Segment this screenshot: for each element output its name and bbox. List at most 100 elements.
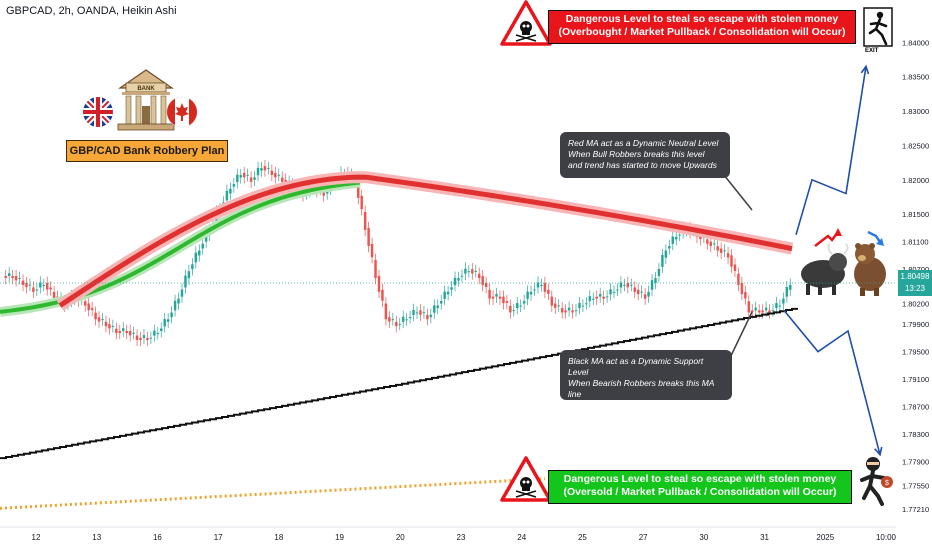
note-red-line3: and trend has started to move Upwards — [568, 160, 717, 170]
candle-body — [94, 312, 97, 320]
candle-body — [422, 312, 426, 314]
candle-body — [612, 291, 616, 293]
note-red-line1: Red MA act as a Dynamic Neutral Level — [568, 138, 719, 148]
candle-body — [450, 287, 453, 290]
candle-body — [322, 191, 325, 196]
candle-body — [453, 277, 457, 286]
note-black-line2: When Bearish Robbers breaks this MA line — [568, 378, 715, 399]
x-tick-label: 31 — [760, 533, 769, 542]
candle-body — [647, 291, 650, 297]
symbol-title: GBPCAD, 2h, OANDA, Heikin Ashi — [6, 5, 177, 17]
bank-icon: BANK — [117, 69, 175, 131]
candle-body — [678, 234, 681, 236]
x-tick-label: 17 — [214, 533, 223, 542]
candle-body — [363, 211, 367, 230]
candle-body — [360, 195, 363, 210]
candle-body — [39, 282, 42, 288]
y-tick-label: 1.80700 — [902, 265, 929, 274]
candle-body — [540, 284, 543, 286]
candle-body — [785, 287, 789, 297]
y-tick-label: 1.80200 — [902, 300, 929, 309]
candle-body — [405, 319, 408, 321]
x-tick-label: 24 — [517, 533, 526, 542]
ma-black-line — [0, 307, 798, 460]
y-tick-label: 1.81500 — [902, 210, 929, 219]
candle-body — [446, 291, 450, 295]
candle-body — [274, 172, 277, 178]
candle-body — [460, 275, 464, 277]
x-tick-label: 23 — [457, 533, 466, 542]
candle-body — [401, 316, 405, 322]
danger-level-oversold: Dangerous Level to steal so escape with … — [548, 470, 852, 504]
candle-body — [457, 278, 460, 281]
candle-body — [381, 289, 384, 301]
candle-body — [744, 292, 747, 299]
projection-down-path-arrowhead — [874, 446, 883, 457]
candle-body — [616, 289, 619, 291]
y-tick-label: 1.84000 — [902, 38, 929, 47]
candle-body — [630, 284, 633, 286]
candle-body — [495, 293, 498, 297]
candle-body — [751, 310, 754, 313]
candle-body — [439, 300, 443, 304]
candle-body — [782, 298, 785, 304]
candle-body — [412, 309, 415, 315]
candle-body — [706, 239, 709, 244]
candle-body — [713, 243, 716, 245]
candle-body — [180, 289, 184, 297]
candle-body — [640, 291, 643, 293]
bar-countdown: 13:23 — [904, 284, 926, 293]
exit-runner-icon — [863, 7, 893, 47]
candle-body — [249, 177, 253, 182]
candle-body — [163, 319, 166, 327]
candle-body — [177, 298, 180, 304]
candle-body — [764, 307, 768, 311]
candle-body — [529, 291, 533, 295]
danger-top-line1: Dangerous Level to steal so escape with … — [565, 13, 839, 25]
candle-body — [543, 282, 547, 292]
x-tick-label: 16 — [153, 533, 162, 542]
note-black-line1: Black MA act as a Dynamic Support Level — [568, 356, 704, 377]
candle-body — [253, 177, 256, 180]
candle-body — [270, 170, 274, 176]
candle-body — [4, 276, 7, 279]
candle-body — [225, 190, 229, 201]
plan-label: GBP/CAD Bank Robbery Plan — [66, 140, 228, 162]
candle-body — [90, 308, 94, 310]
candle-body — [557, 305, 560, 307]
candle-body — [7, 273, 11, 277]
candle-body — [198, 250, 201, 256]
candle-body — [135, 335, 139, 340]
candle-body — [484, 282, 488, 288]
y-tick-label: 1.79100 — [902, 375, 929, 384]
danger-level-overbought: Dangerous Level to steal so escape with … — [548, 10, 856, 44]
note-black-ma: Black MA act as a Dynamic Support Level … — [560, 350, 732, 410]
candle-body — [104, 321, 108, 327]
y-tick-label: 1.77210 — [902, 505, 929, 514]
candle-body — [436, 305, 439, 309]
candle-body — [370, 243, 374, 258]
candle-body — [388, 317, 391, 322]
candle-body — [325, 191, 329, 194]
candle-body — [574, 310, 578, 312]
candle-body — [536, 282, 540, 288]
x-tick-label: 30 — [699, 533, 708, 542]
candle-body — [395, 321, 398, 327]
candle-body — [754, 307, 757, 311]
candle-body — [768, 310, 771, 313]
candle-body — [581, 305, 585, 307]
candle-body — [419, 310, 422, 315]
candle-body — [467, 271, 471, 273]
candle-body — [533, 289, 536, 291]
candle-body — [471, 269, 474, 274]
candle-body — [605, 296, 609, 298]
candle-body — [11, 276, 14, 279]
y-tick-label: 1.83500 — [902, 73, 929, 82]
candle-body — [747, 301, 751, 313]
price-axis: 1.84000 1.83500 1.83000 1.82500 1.82000 1.815… — [902, 38, 929, 514]
candle-body — [149, 337, 153, 339]
candle-body — [229, 188, 232, 194]
candle-body — [626, 282, 630, 288]
candle-body — [502, 296, 505, 304]
candle-body — [609, 289, 612, 295]
